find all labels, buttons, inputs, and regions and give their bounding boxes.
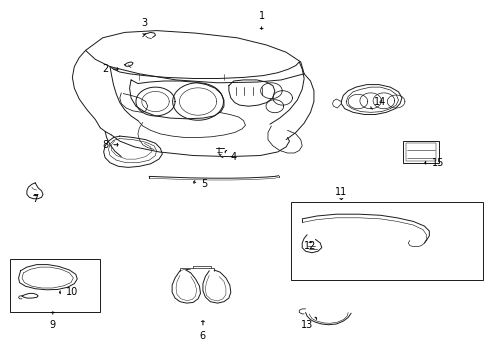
Text: 10: 10 bbox=[60, 287, 79, 297]
Text: 14: 14 bbox=[370, 96, 386, 109]
Text: 9: 9 bbox=[50, 312, 56, 330]
Text: 15: 15 bbox=[424, 158, 443, 168]
Text: 11: 11 bbox=[334, 186, 347, 199]
Text: 7: 7 bbox=[32, 194, 38, 204]
Text: 6: 6 bbox=[200, 321, 205, 341]
Bar bbox=[290, 202, 482, 280]
Bar bbox=[405, 143, 435, 161]
Text: 3: 3 bbox=[141, 18, 147, 35]
Text: 13: 13 bbox=[300, 317, 316, 330]
Text: 1: 1 bbox=[258, 11, 264, 29]
Bar bbox=[403, 141, 438, 163]
Text: 2: 2 bbox=[102, 64, 118, 74]
Bar bbox=[10, 259, 100, 312]
Text: 8: 8 bbox=[102, 140, 118, 150]
Text: 4: 4 bbox=[224, 150, 236, 162]
Text: 12: 12 bbox=[304, 240, 316, 251]
Text: 5: 5 bbox=[193, 179, 207, 189]
